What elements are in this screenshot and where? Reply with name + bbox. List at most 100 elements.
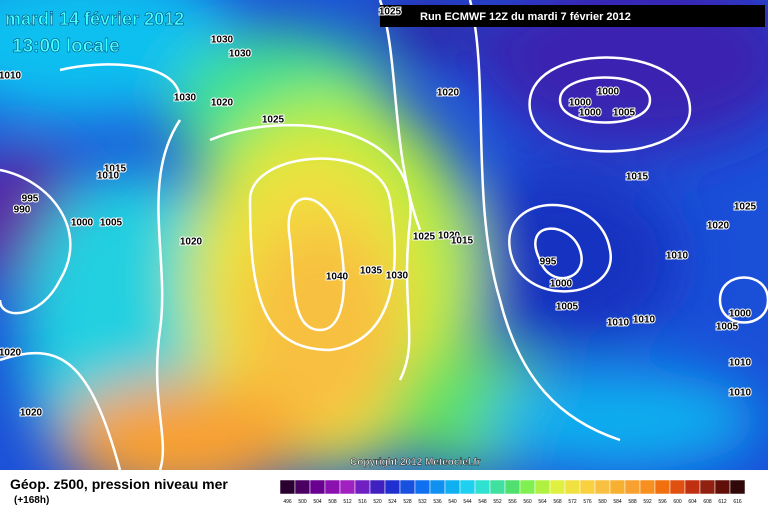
legend-label: 524 <box>388 499 397 505</box>
isobar-label: 1000 <box>569 98 592 109</box>
isobar-label: 1030 <box>211 35 234 46</box>
legend-label: 528 <box>403 499 412 505</box>
isobar-label: 1010 <box>607 318 630 329</box>
legend-label: 540 <box>448 499 457 505</box>
legend-swatch <box>444 479 461 495</box>
legend-swatch <box>699 479 716 495</box>
footer-title: Géop. z500, pression niveau mer <box>10 476 228 492</box>
isobar-label: 1020 <box>0 348 22 359</box>
isobar-label: 995 <box>540 257 557 268</box>
legend-swatch <box>519 479 536 495</box>
legend-swatch <box>594 479 611 495</box>
isobar-label: 1000 <box>729 309 752 320</box>
legend-swatch <box>474 479 491 495</box>
legend-swatch <box>564 479 581 495</box>
legend-label: 564 <box>538 499 547 505</box>
legend-label: 548 <box>478 499 487 505</box>
legend-swatch <box>579 479 596 495</box>
legend-label: 496 <box>283 499 292 505</box>
isobar-label: 1025 <box>379 7 402 18</box>
legend-label: 592 <box>643 499 652 505</box>
legend-label: 500 <box>298 499 307 505</box>
legend-swatch <box>309 479 326 495</box>
legend-label: 568 <box>553 499 562 505</box>
legend-label: 504 <box>313 499 322 505</box>
legend-label: 572 <box>568 499 577 505</box>
isobar-label: 1000 <box>597 87 620 98</box>
isobar-label: 1010 <box>666 251 689 262</box>
legend-swatch <box>549 479 566 495</box>
isobar-label: 1030 <box>174 93 197 104</box>
isobar-label: 1010 <box>729 388 752 399</box>
legend-swatch <box>684 479 701 495</box>
isobar-label: 1005 <box>100 218 123 229</box>
legend-swatch <box>669 479 686 495</box>
time-label: 13:00 locale <box>12 36 120 57</box>
isobar-label: 1005 <box>556 302 579 313</box>
legend-swatch <box>459 479 476 495</box>
isobar-label: 1035 <box>360 266 383 277</box>
run-label: Run ECMWF 12Z du mardi 7 février 2012 <box>420 11 631 23</box>
isobar-lines <box>0 0 768 470</box>
legend-label: 604 <box>688 499 697 505</box>
legend-swatch <box>414 479 431 495</box>
legend-label: 532 <box>418 499 427 505</box>
isobar-label: 1020 <box>707 221 730 232</box>
isobar-label: 1005 <box>613 108 636 119</box>
isobar-label: 1005 <box>716 322 739 333</box>
legend-swatch <box>489 479 506 495</box>
isobar-label: 1010 <box>97 171 120 182</box>
legend-label: 512 <box>343 499 352 505</box>
legend-label: 576 <box>583 499 592 505</box>
legend-swatch <box>609 479 626 495</box>
isobar-label: 1000 <box>550 279 573 290</box>
isobar-label: 1010 <box>633 315 656 326</box>
legend-swatch <box>534 479 551 495</box>
isobar-label: 1015 <box>451 236 474 247</box>
legend-label: 508 <box>328 499 337 505</box>
legend-swatch <box>624 479 641 495</box>
legend-swatch <box>729 479 746 495</box>
legend-label: 556 <box>508 499 517 505</box>
legend-label: 520 <box>373 499 382 505</box>
legend-swatch <box>339 479 356 495</box>
isobar-label: 1020 <box>211 98 234 109</box>
isobar-label: 1015 <box>104 164 127 175</box>
legend-swatch <box>714 479 731 495</box>
legend-swatch <box>654 479 671 495</box>
isobar-label: 1000 <box>579 108 602 119</box>
legend-swatch <box>639 479 656 495</box>
isobar-label: 1020 <box>180 237 203 248</box>
isobar-label: 1010 <box>729 358 752 369</box>
legend-label: 596 <box>658 499 667 505</box>
legend-label: 616 <box>733 499 742 505</box>
footer-subtitle: (+168h) <box>14 495 49 506</box>
isobar-label: 990 <box>14 205 31 216</box>
legend-label: 552 <box>493 499 502 505</box>
legend-swatch <box>294 479 311 495</box>
isobar-label: 1020 <box>20 408 43 419</box>
legend-label: 536 <box>433 499 442 505</box>
isobar-label: 1025 <box>734 202 757 213</box>
copyright: Copyright 2012 Meteociel.fr <box>350 457 481 468</box>
legend-swatch <box>324 479 341 495</box>
legend-label: 584 <box>613 499 622 505</box>
isobar-label: 1025 <box>413 232 436 243</box>
run-banner <box>380 5 765 27</box>
legend-label: 580 <box>598 499 607 505</box>
date-label: mardi 14 février 2012 <box>5 9 184 29</box>
isobar-label: 1025 <box>262 115 285 126</box>
legend-swatch <box>399 479 416 495</box>
isobar-label: 1030 <box>229 49 252 60</box>
legend-label: 588 <box>628 499 637 505</box>
legend-swatch <box>279 479 296 495</box>
legend-label: 516 <box>358 499 367 505</box>
legend-label: 560 <box>523 499 532 505</box>
isobar-label: 1000 <box>71 218 94 229</box>
legend-label: 600 <box>673 499 682 505</box>
legend-swatch <box>354 479 371 495</box>
legend-swatch <box>504 479 521 495</box>
isobar-label: 1010 <box>0 71 22 82</box>
